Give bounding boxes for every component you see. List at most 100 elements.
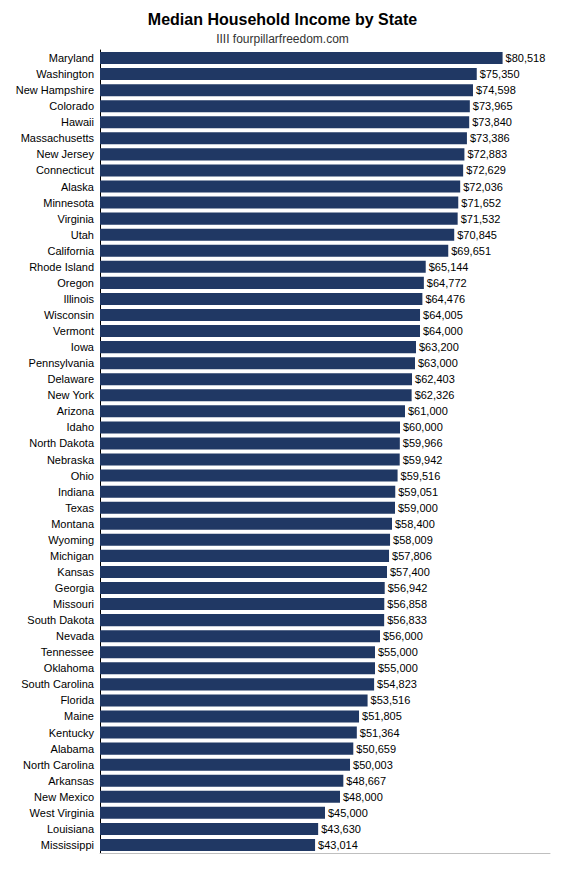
svg-text:North Carolina: North Carolina (23, 759, 95, 771)
svg-text:Louisiana: Louisiana (47, 823, 95, 835)
svg-text:$64,000: $64,000 (423, 325, 463, 337)
svg-text:North Dakota: North Dakota (29, 437, 95, 449)
svg-text:$54,823: $54,823 (377, 678, 417, 690)
svg-text:$59,966: $59,966 (403, 437, 443, 449)
svg-text:$65,144: $65,144 (429, 261, 469, 273)
svg-text:Colorado: Colorado (49, 100, 94, 112)
svg-text:$51,805: $51,805 (362, 710, 402, 722)
svg-text:Illinois: Illinois (63, 293, 94, 305)
svg-text:$55,000: $55,000 (378, 646, 418, 658)
svg-text:Kentucky: Kentucky (49, 727, 95, 739)
svg-text:$51,364: $51,364 (360, 727, 400, 739)
svg-text:Vermont: Vermont (53, 325, 94, 337)
svg-text:$73,965: $73,965 (473, 100, 513, 112)
svg-text:Delaware: Delaware (48, 373, 94, 385)
svg-text:Indiana: Indiana (58, 486, 95, 498)
svg-text:$45,000: $45,000 (328, 807, 368, 819)
svg-text:$58,400: $58,400 (395, 518, 435, 530)
svg-text:New Hampshire: New Hampshire (16, 84, 94, 96)
svg-text:Ohio: Ohio (71, 470, 94, 482)
svg-text:$56,942: $56,942 (388, 582, 428, 594)
svg-text:$43,014: $43,014 (318, 839, 358, 851)
svg-text:Hawaii: Hawaii (61, 116, 94, 128)
svg-text:Arkansas: Arkansas (48, 775, 94, 787)
svg-text:$62,326: $62,326 (415, 389, 455, 401)
svg-text:Connecticut: Connecticut (36, 164, 94, 176)
svg-text:Pennsylvania: Pennsylvania (29, 357, 95, 369)
svg-text:$69,651: $69,651 (451, 245, 491, 257)
svg-text:Idaho: Idaho (66, 421, 94, 433)
svg-text:$64,476: $64,476 (425, 293, 465, 305)
svg-text:Rhode Island: Rhode Island (29, 261, 94, 273)
svg-text:West Virginia: West Virginia (30, 807, 95, 819)
svg-text:$59,516: $59,516 (401, 470, 441, 482)
svg-text:Alabama: Alabama (51, 743, 95, 755)
svg-text:$72,629: $72,629 (466, 164, 506, 176)
svg-text:$56,833: $56,833 (387, 614, 427, 626)
svg-text:California: California (48, 245, 95, 257)
svg-text:Utah: Utah (71, 229, 94, 241)
svg-text:Florida: Florida (60, 694, 95, 706)
svg-text:Maryland: Maryland (49, 52, 94, 64)
svg-text:$80,518: $80,518 (506, 52, 546, 64)
svg-text:New Mexico: New Mexico (34, 791, 94, 803)
svg-text:$59,051: $59,051 (398, 486, 438, 498)
svg-text:Iowa: Iowa (71, 341, 95, 353)
svg-text:$60,000: $60,000 (403, 421, 443, 433)
svg-text:Nebraska: Nebraska (47, 454, 95, 466)
svg-text:$63,000: $63,000 (418, 357, 458, 369)
svg-text:$62,403: $62,403 (415, 373, 455, 385)
svg-text:Washington: Washington (36, 68, 94, 80)
svg-text:Kansas: Kansas (57, 566, 94, 578)
svg-text:Alaska: Alaska (61, 181, 95, 193)
svg-text:$58,009: $58,009 (393, 534, 433, 546)
svg-text:$71,532: $71,532 (461, 213, 501, 225)
svg-text:$56,000: $56,000 (383, 630, 423, 642)
svg-text:$64,005: $64,005 (423, 309, 463, 321)
svg-text:$59,000: $59,000 (398, 502, 438, 514)
svg-text:$50,659: $50,659 (356, 743, 396, 755)
svg-text:IIII fourpillarfreedom.com: IIII fourpillarfreedom.com (216, 32, 349, 46)
svg-text:Nevada: Nevada (56, 630, 95, 642)
svg-text:Michigan: Michigan (50, 550, 94, 562)
svg-text:Georgia: Georgia (55, 582, 95, 594)
svg-text:Texas: Texas (65, 502, 94, 514)
svg-text:Oklahoma: Oklahoma (44, 662, 95, 674)
svg-text:$53,516: $53,516 (371, 694, 411, 706)
svg-text:$59,942: $59,942 (403, 454, 443, 466)
svg-text:$55,000: $55,000 (378, 662, 418, 674)
svg-text:$70,845: $70,845 (457, 229, 497, 241)
svg-text:$72,883: $72,883 (467, 148, 507, 160)
svg-text:$57,806: $57,806 (392, 550, 432, 562)
svg-text:$73,386: $73,386 (470, 132, 510, 144)
svg-text:$48,000: $48,000 (343, 791, 383, 803)
svg-text:Maine: Maine (64, 710, 94, 722)
svg-text:$61,000: $61,000 (408, 405, 448, 417)
svg-text:$73,840: $73,840 (472, 116, 512, 128)
svg-text:$48,667: $48,667 (346, 775, 386, 787)
svg-text:South Dakota: South Dakota (27, 614, 95, 626)
svg-text:$71,652: $71,652 (461, 197, 501, 209)
svg-text:$56,858: $56,858 (387, 598, 427, 610)
svg-text:$74,598: $74,598 (476, 84, 516, 96)
svg-text:$50,003: $50,003 (353, 759, 393, 771)
svg-text:Missouri: Missouri (53, 598, 94, 610)
svg-text:Median Household Income by Sta: Median Household Income by State (148, 11, 417, 28)
svg-text:$64,772: $64,772 (427, 277, 467, 289)
svg-text:New Jersey: New Jersey (37, 148, 95, 160)
svg-text:$63,200: $63,200 (419, 341, 459, 353)
svg-text:Arizona: Arizona (57, 405, 95, 417)
svg-text:Wisconsin: Wisconsin (44, 309, 94, 321)
svg-text:Mississippi: Mississippi (41, 839, 94, 851)
svg-text:$75,350: $75,350 (480, 68, 520, 80)
svg-text:$43,630: $43,630 (321, 823, 361, 835)
svg-text:Virginia: Virginia (58, 213, 95, 225)
svg-text:Oregon: Oregon (57, 277, 94, 289)
svg-text:Wyoming: Wyoming (48, 534, 94, 546)
svg-text:South Carolina: South Carolina (21, 678, 95, 690)
svg-text:Minnesota: Minnesota (43, 197, 95, 209)
svg-text:$72,036: $72,036 (463, 181, 503, 193)
svg-text:Massachusetts: Massachusetts (21, 132, 95, 144)
svg-text:Tennessee: Tennessee (41, 646, 94, 658)
svg-text:$57,400: $57,400 (390, 566, 430, 578)
